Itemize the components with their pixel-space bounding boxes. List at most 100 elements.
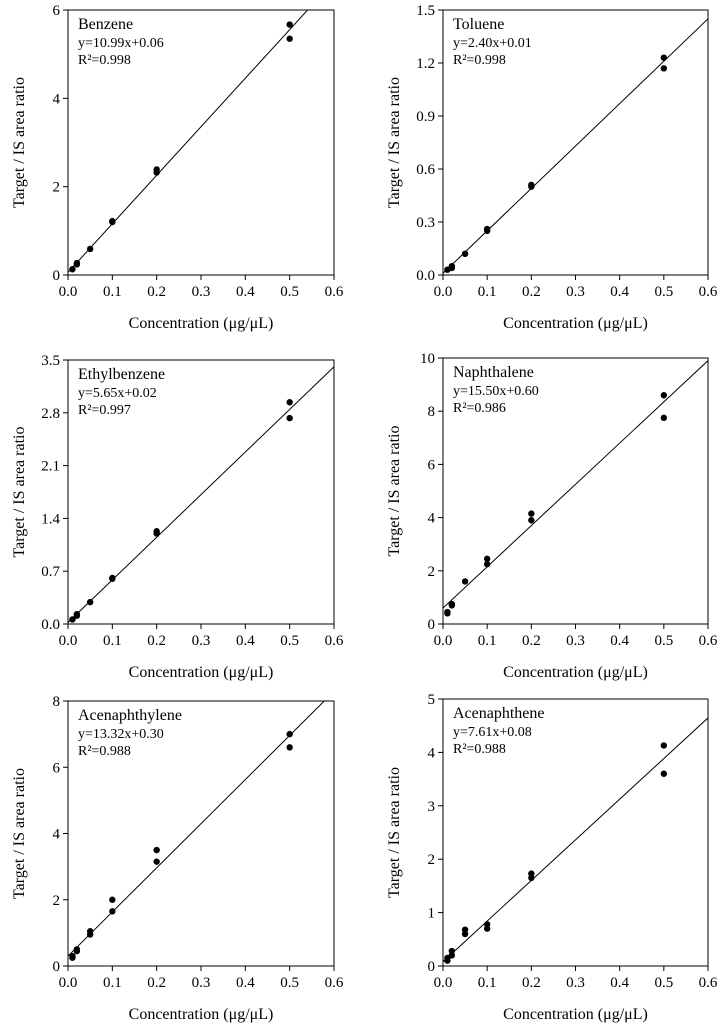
x-tick-label: 0.5 <box>654 284 673 300</box>
y-tick-label: 0 <box>428 959 436 975</box>
data-point <box>660 65 668 72</box>
data-point <box>69 616 76 623</box>
y-axis-title: Target / IS area ratio <box>11 427 28 558</box>
y-tick-label: 3 <box>428 799 436 815</box>
x-axis-title: Concentration (μg/μL) <box>129 664 274 681</box>
x-axis-title: Concentration (μg/μL) <box>129 1006 274 1023</box>
x-tick-label: 0.6 <box>699 975 718 991</box>
x-tick-label: 0.2 <box>147 975 166 991</box>
x-tick-label: 0.5 <box>280 284 299 300</box>
x-tick-label: 0.2 <box>147 284 166 300</box>
y-tick-label: 2.8 <box>41 406 60 422</box>
data-point <box>73 612 81 619</box>
x-tick-label: 0.5 <box>280 975 299 991</box>
data-point <box>528 870 535 877</box>
y-tick-label: 1 <box>428 906 436 922</box>
regression-equation: y=13.32x+0.30 <box>78 727 164 742</box>
x-tick-label: 0.1 <box>478 975 497 991</box>
y-tick-label: 1.2 <box>416 56 435 72</box>
x-tick-label: 0.0 <box>434 633 453 649</box>
regression-equation: y=15.50x+0.60 <box>453 384 539 399</box>
data-point <box>286 744 293 751</box>
x-tick-label: 0.3 <box>566 633 585 649</box>
data-point <box>286 414 293 422</box>
y-tick-label: 0.3 <box>416 215 435 231</box>
data-point <box>286 399 293 406</box>
r-squared: R²=0.988 <box>78 744 131 759</box>
x-tick-label: 0.2 <box>522 975 541 991</box>
regression-equation: y=2.40x+0.01 <box>453 36 532 51</box>
data-point <box>528 517 535 524</box>
x-tick-label: 0.4 <box>610 633 629 649</box>
x-tick-label: 0.1 <box>478 284 497 300</box>
y-tick-label: 0.7 <box>41 564 60 580</box>
data-point <box>86 245 94 253</box>
chart-panel-2: 0.0 0.1 0.2 0.3 0.4 0.5 0.6 0.0 0.3 0.6 0.9 1.2 1.5 C… <box>386 3 718 332</box>
y-axis-title: Target / IS area ratio <box>11 77 28 208</box>
y-tick-label: 1.5 <box>416 3 435 19</box>
x-axis-title: Concentration (μg/μL) <box>129 315 274 332</box>
data-point <box>461 926 469 933</box>
y-tick-label: 8 <box>53 694 61 710</box>
x-tick-label: 0.3 <box>192 284 211 300</box>
data-point <box>448 264 456 272</box>
chart-panel-6: 0.0 0.1 0.2 0.3 0.4 0.5 0.6 0 1 2 3 4 5 Concentration… <box>386 692 718 1023</box>
x-tick-label: 0.4 <box>236 633 255 649</box>
r-squared: R²=0.998 <box>453 53 506 68</box>
y-tick-label: 2 <box>53 893 61 909</box>
y-tick-label: 3.5 <box>41 353 60 369</box>
y-tick-label: 2 <box>428 564 436 580</box>
data-point <box>448 947 456 955</box>
x-tick-label: 0.6 <box>699 633 718 649</box>
y-tick-label: 5 <box>428 692 436 708</box>
compound-name: Acenaphthene <box>453 705 545 722</box>
x-axis-title: Concentration (μg/μL) <box>503 315 648 332</box>
r-squared: R²=0.997 <box>78 403 131 418</box>
x-tick-label: 0.4 <box>236 284 255 300</box>
compound-name: Acenaphthylene <box>78 707 182 724</box>
x-tick-label: 0.0 <box>59 975 78 991</box>
data-point <box>660 742 668 749</box>
y-tick-label: 0 <box>53 268 61 284</box>
y-tick-label: 1.4 <box>41 511 60 527</box>
x-tick-label: 0.0 <box>59 284 78 300</box>
data-point <box>69 266 76 273</box>
data-point <box>660 392 668 399</box>
data-point <box>109 574 116 582</box>
regression-equation: y=10.99x+0.06 <box>78 36 164 51</box>
data-point <box>660 770 668 777</box>
y-tick-label: 2.1 <box>41 459 60 475</box>
y-tick-label: 0.0 <box>41 617 60 633</box>
x-tick-label: 0.3 <box>566 284 585 300</box>
x-tick-label: 0.0 <box>434 284 453 300</box>
data-point <box>461 250 469 257</box>
x-tick-label: 0.1 <box>103 633 122 649</box>
data-point <box>660 54 668 61</box>
data-point <box>528 181 535 189</box>
compound-name: Naphthalene <box>453 364 534 381</box>
x-tick-label: 0.0 <box>434 975 453 991</box>
x-tick-label: 0.6 <box>325 284 344 300</box>
x-tick-label: 0.2 <box>147 633 166 649</box>
x-tick-label: 0.5 <box>654 633 673 649</box>
x-tick-label: 0.4 <box>236 975 255 991</box>
y-tick-label: 2 <box>428 852 436 868</box>
y-tick-label: 6 <box>53 3 61 19</box>
data-point <box>109 908 116 915</box>
y-tick-label: 0 <box>428 617 436 633</box>
x-tick-label: 0.6 <box>325 633 344 649</box>
data-point <box>286 35 293 42</box>
data-point <box>483 921 491 928</box>
compound-name: Toluene <box>453 16 504 33</box>
y-tick-label: 0.9 <box>416 109 435 125</box>
regression-equation: y=7.61x+0.08 <box>453 725 532 740</box>
x-tick-label: 0.1 <box>103 975 122 991</box>
y-axis-title: Target / IS area ratio <box>386 77 403 208</box>
data-point <box>153 528 160 535</box>
x-tick-label: 0.1 <box>103 284 122 300</box>
y-tick-label: 6 <box>53 760 61 776</box>
x-tick-label: 0.6 <box>699 284 718 300</box>
y-tick-label: 4 <box>53 91 61 107</box>
x-tick-label: 0.5 <box>280 633 299 649</box>
data-point <box>444 608 451 616</box>
